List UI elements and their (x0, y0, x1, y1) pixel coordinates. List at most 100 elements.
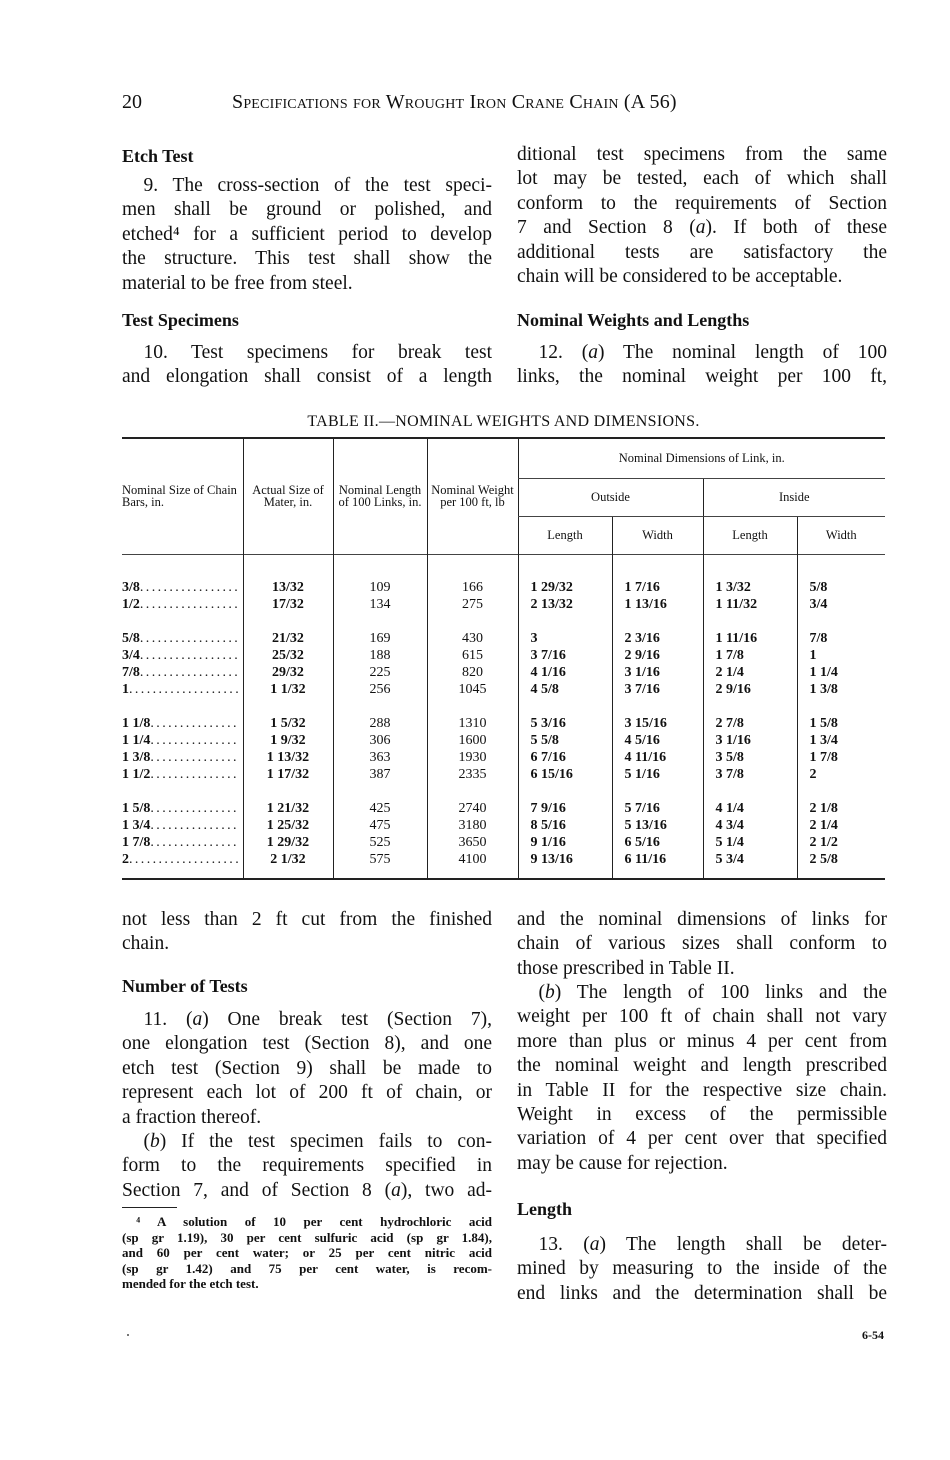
paragraph-13: 13. (a) The length shall be deter-mined … (517, 1233, 887, 1306)
cell-inside-length: 2 9/16 (702, 680, 797, 698)
text-line: 12. (a) The nominal length of 100 (538, 342, 887, 363)
cell-actual-size: 1 29/32 (242, 833, 333, 851)
text-line: chain. (122, 933, 170, 955)
dot-leader: ........................................ (139, 664, 239, 680)
dot-leader: ........................................ (139, 579, 239, 595)
heading-etch-test: Etch Test (122, 146, 194, 166)
text-line: etch test (Section 9) shall be made to (122, 1057, 492, 1079)
header-nominal-weight: Nominal Weight per 100 ft, lb (426, 438, 518, 554)
table-title: TABLE II.—NOMINAL WEIGHTS AND DIMENSIONS… (307, 413, 700, 430)
text-line: conform to the requirements of Section (517, 192, 887, 214)
dot-leader: ........................................ (139, 596, 239, 612)
size-value: 1 1/8 (122, 715, 151, 731)
cell-inside-width: 1 (796, 646, 886, 664)
text-line: Section 7, and of Section 8 (a), two ad- (122, 1179, 492, 1201)
paragraph-continued-right: ditional test specimens from the same lot… (517, 143, 887, 289)
paragraph-12b: (b) The length of 100 links and the weigh… (517, 981, 887, 1176)
text-line: weight per 100 ft of chain shall not var… (517, 1006, 887, 1028)
cell-actual-size: 1 13/32 (242, 748, 333, 766)
size-value: 1 5/8 (122, 800, 151, 816)
dot-leader: ........................................ (150, 732, 239, 748)
text-line: (b) If the test specimen fails to con- (143, 1131, 492, 1152)
cell-actual-size: 21/32 (242, 629, 333, 647)
text-line: etched⁴ for a sufficient period to devel… (122, 223, 492, 245)
cell-nominal-weight: 2335 (426, 765, 518, 783)
cell-nominal-size: 1 1/8...................................… (122, 715, 243, 732)
dot-leader: ........................................ (150, 834, 239, 850)
text-line: more than plus or minus 4 per cent from (517, 1030, 887, 1052)
cell-nominal-weight: 1045 (426, 680, 518, 698)
cell-nominal-weight: 275 (426, 595, 518, 613)
text-line: ⁴ A solution of 10 per cent hydrochloric… (136, 1214, 492, 1229)
table-row: 1 3/8...................................… (122, 748, 886, 766)
text-line: end links and the determination shall be (517, 1282, 887, 1304)
cell-inside-length: 1 7/8 (702, 646, 797, 664)
cell-inside-width: 3/4 (796, 595, 886, 613)
size-value: 5/8 (122, 630, 140, 646)
cell-nominal-weight: 3650 (426, 833, 518, 851)
cell-inside-length: 3 5/8 (702, 748, 797, 766)
cell-nominal-length: 109 (332, 578, 427, 596)
size-value: 3/8 (122, 579, 140, 595)
cell-inside-width: 5/8 (796, 578, 886, 596)
cell-nominal-size: 1 3/4...................................… (122, 817, 243, 834)
cell-nominal-length: 525 (332, 833, 427, 851)
cell-nominal-length: 363 (332, 748, 427, 766)
cell-nominal-weight: 1930 (426, 748, 518, 766)
group-spacer (122, 612, 886, 630)
table-row: 2.......................................… (122, 850, 886, 868)
table-row: 1 1/2...................................… (122, 765, 886, 783)
paragraph-continued-bottom-left: not less than 2 ft cut from the finished… (122, 908, 492, 957)
size-value: 1 1/4 (122, 732, 151, 748)
cell-nominal-length: 288 (332, 714, 427, 732)
cell-outside-length: 1 29/32 (517, 578, 612, 596)
text-line: 13. (a) The length shall be deter- (538, 1234, 887, 1255)
cell-outside-length: 4 1/16 (517, 663, 612, 681)
cell-inside-length: 2 1/4 (702, 663, 797, 681)
size-value: 1/2 (122, 596, 140, 612)
text-line: (sp gr 1.42) and 75 per cent water, is r… (122, 1260, 492, 1276)
cell-nominal-size: 1 7/8...................................… (122, 834, 243, 851)
cell-nominal-weight: 615 (426, 646, 518, 664)
text-line: chain of various sizes shall conform to (517, 933, 887, 955)
cell-nominal-length: 134 (332, 595, 427, 613)
text-line: the nominal weight and length prescribed (517, 1055, 887, 1077)
nominal-weights-table: Nominal Size of Chain Bars, in. Actual S… (122, 437, 886, 880)
cell-inside-width: 2 1/8 (796, 799, 886, 817)
cell-actual-size: 17/32 (242, 595, 333, 613)
cell-nominal-length: 225 (332, 663, 427, 681)
cell-inside-length: 5 3/4 (702, 850, 797, 868)
cell-outside-length: 6 15/16 (517, 765, 612, 783)
cell-actual-size: 2 1/32 (242, 850, 333, 868)
cell-outside-width: 6 11/16 (611, 850, 703, 868)
table-row: 1 1/4...................................… (122, 731, 886, 749)
page-number: 20 (122, 91, 142, 113)
cell-nominal-weight: 820 (426, 663, 518, 681)
paragraph-12a: 12. (a) The nominal length of 100 links, … (517, 341, 887, 390)
text-line: 11. (a) One break test (Section 7), (143, 1009, 492, 1030)
paragraph-11a: 11. (a) One break test (Section 7), one e… (122, 1008, 492, 1130)
header-actual-size: Actual Size of Mater, in. (242, 438, 333, 554)
table-row: 1 5/8...................................… (122, 799, 886, 817)
text-line: mended for the etch test. (122, 1276, 259, 1292)
cell-nominal-weight: 4100 (426, 850, 518, 868)
cell-nominal-length: 256 (332, 680, 427, 698)
text-line: and the nominal dimensions of links for (517, 909, 887, 930)
cell-nominal-size: 2.......................................… (122, 851, 243, 868)
group-spacer (122, 697, 886, 715)
cell-inside-width: 1 1/4 (796, 663, 886, 681)
text-line: and 60 per cent water; or 25 per cent ni… (122, 1245, 492, 1261)
header-outside-length: Length (517, 516, 612, 554)
cell-inside-width: 1 7/8 (796, 748, 886, 766)
text-line: the structure. This test shall show the (122, 248, 492, 270)
cell-actual-size: 1 1/32 (242, 680, 333, 698)
heading-nominal-weights: Nominal Weights and Lengths (517, 310, 750, 330)
cell-actual-size: 1 9/32 (242, 731, 333, 749)
heading-test-specimens: Test Specimens (122, 310, 239, 330)
table-row: 1.......................................… (122, 680, 886, 698)
size-value: 1 3/8 (122, 749, 151, 765)
text-line: (sp gr 1.19), 30 per cent sulfuric acid … (122, 1229, 492, 1245)
cell-nominal-weight: 166 (426, 578, 518, 596)
text-line: may be cause for rejection. (517, 1152, 728, 1174)
size-value: 1 (122, 681, 129, 697)
